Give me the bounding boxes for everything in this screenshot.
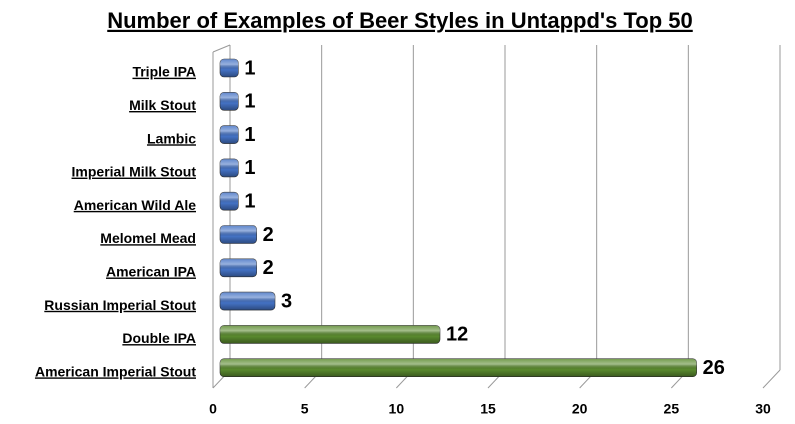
- value-label: 1: [244, 91, 255, 113]
- value-label: 1: [244, 57, 255, 79]
- x-tick-label: 10: [389, 401, 405, 417]
- value-label: 2: [263, 224, 274, 246]
- bar-shine: [220, 192, 239, 211]
- y-tick-label: Melomel Mead: [100, 230, 196, 246]
- y-tick-label: Triple IPA: [132, 64, 196, 80]
- value-label: 1: [244, 124, 255, 146]
- bar-shine: [220, 125, 239, 144]
- y-tick-label: Double IPA: [122, 330, 196, 346]
- value-label: 26: [703, 357, 725, 379]
- y-tick-label: American Wild Ale: [74, 197, 196, 213]
- bar-shine: [220, 325, 440, 344]
- chart-title: Number of Examples of Beer Styles in Unt…: [107, 8, 693, 33]
- x-tick-label: 15: [480, 401, 496, 417]
- grid-line: [762, 369, 781, 389]
- x-tick-label: 0: [209, 401, 217, 417]
- y-tick-label: Imperial Milk Stout: [72, 164, 197, 180]
- y-tick-label: Lambic: [147, 130, 196, 146]
- bar-shine: [220, 59, 239, 77]
- y-tick-label: American Imperial Stout: [35, 363, 196, 379]
- x-tick-label: 30: [755, 401, 771, 417]
- y-tick-label: Russian Imperial Stout: [44, 297, 196, 313]
- x-tick-label: 25: [664, 401, 680, 417]
- bar-shine: [220, 358, 697, 377]
- y-tick-label: American IPA: [106, 264, 196, 280]
- value-label: 1: [244, 157, 255, 179]
- y-tick-label: Milk Stout: [129, 97, 196, 113]
- x-tick-label: 5: [301, 401, 309, 417]
- value-label: 12: [446, 324, 468, 346]
- wall-top: [212, 44, 231, 53]
- bar-shine: [220, 158, 239, 177]
- bar-shine: [220, 292, 275, 311]
- value-label: 1: [244, 190, 255, 212]
- value-label: 2: [263, 257, 274, 279]
- bar-shine: [220, 258, 257, 277]
- bar-shine: [220, 92, 239, 111]
- bar-shine: [220, 225, 257, 244]
- x-tick-label: 20: [572, 401, 588, 417]
- value-label: 3: [281, 290, 292, 312]
